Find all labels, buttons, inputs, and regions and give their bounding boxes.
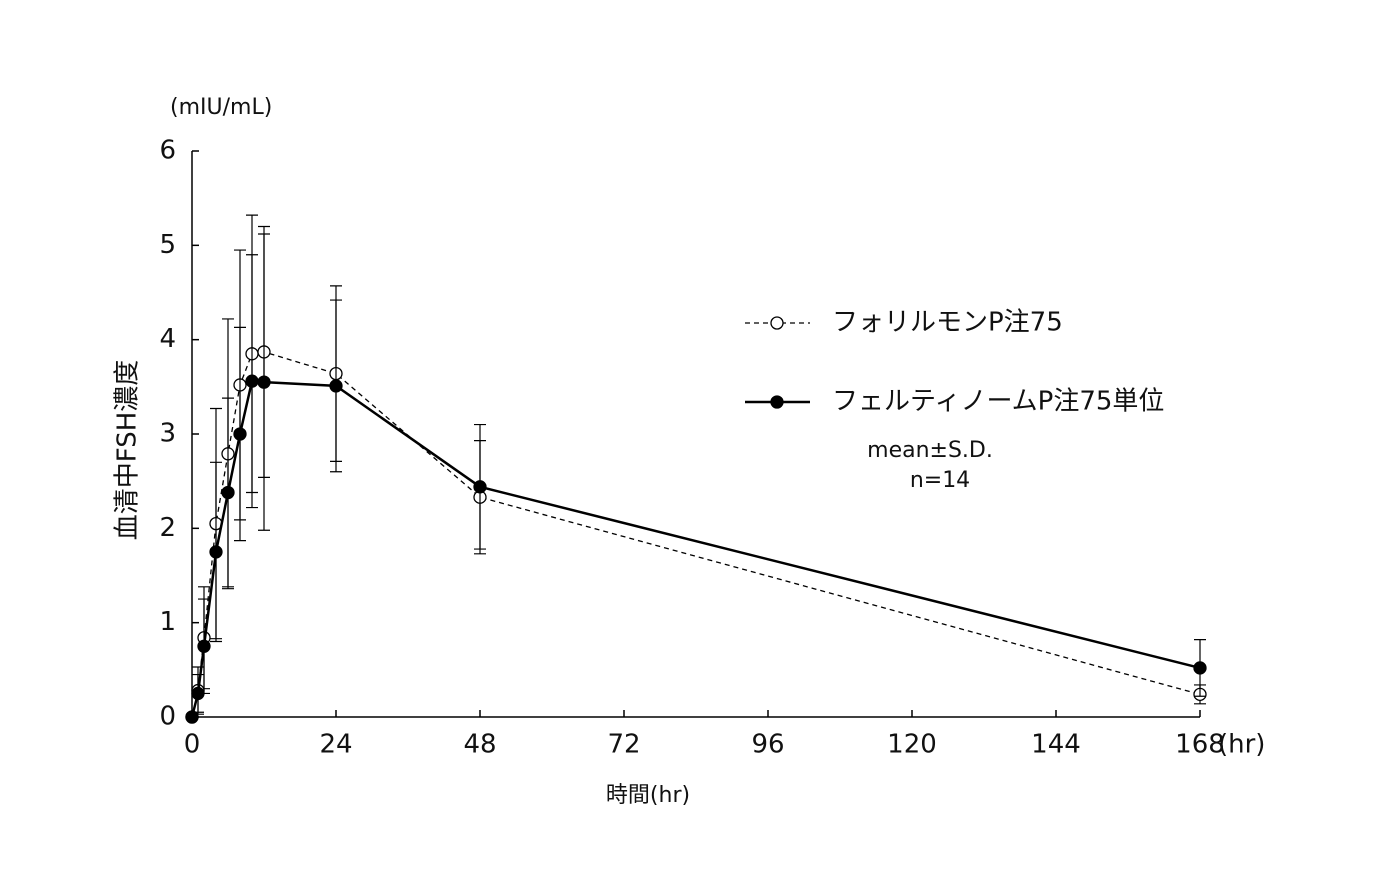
data-point bbox=[1193, 661, 1207, 675]
data-point bbox=[197, 639, 211, 653]
legend-label: フォリルモンP注75 bbox=[832, 308, 1063, 338]
data-point bbox=[191, 686, 205, 701]
x-unit: (hr) bbox=[1218, 730, 1265, 760]
legend-marker bbox=[770, 395, 784, 409]
x-tick-label: 72 bbox=[607, 730, 640, 760]
x-tick-label: 168 bbox=[1175, 730, 1225, 760]
y-tick-label: 2 bbox=[159, 513, 176, 543]
y-tick-label: 5 bbox=[159, 230, 176, 260]
series-line bbox=[190, 379, 1201, 718]
x-tick-label: 96 bbox=[751, 730, 784, 760]
data-point bbox=[185, 710, 199, 724]
y-tick-label: 0 bbox=[159, 702, 176, 732]
data-point bbox=[221, 485, 235, 500]
annotation: mean±S.D. bbox=[867, 438, 993, 463]
x-tick-label: 48 bbox=[463, 730, 496, 760]
y-tick-label: 6 bbox=[159, 136, 176, 166]
y-tick-label: 4 bbox=[159, 324, 176, 354]
unit-label: (mIU/mL) bbox=[170, 95, 272, 120]
x-tick-label: 120 bbox=[887, 730, 937, 760]
data-point bbox=[329, 379, 343, 393]
y-tick-label: 1 bbox=[159, 607, 176, 637]
x-axis-label: 時間(hr) bbox=[606, 783, 690, 808]
legend-label: フェルティノームP注75単位 bbox=[832, 387, 1164, 417]
data-point bbox=[233, 427, 247, 441]
y-axis-label: 血清中FSH濃度 bbox=[113, 360, 143, 541]
x-tick-label: 144 bbox=[1031, 730, 1081, 760]
data-point bbox=[209, 545, 223, 559]
x-tick-label: 0 bbox=[184, 730, 201, 760]
data-point bbox=[245, 374, 259, 388]
annotation: n=14 bbox=[910, 468, 970, 493]
y-tick-label: 3 bbox=[159, 419, 176, 449]
data-point bbox=[473, 480, 487, 494]
data-point bbox=[257, 375, 271, 389]
legend-marker bbox=[770, 316, 784, 330]
x-tick-label: 24 bbox=[319, 730, 352, 760]
